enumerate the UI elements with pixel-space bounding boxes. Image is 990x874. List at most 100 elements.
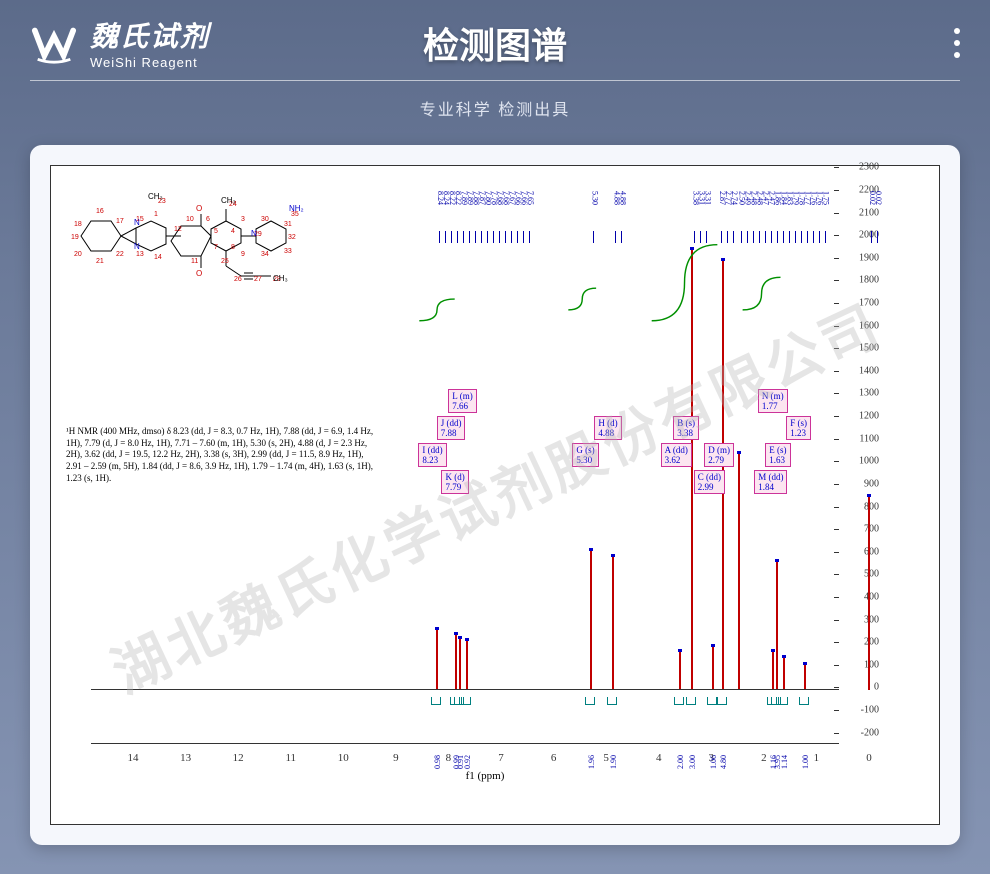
integral-bracket (717, 697, 727, 705)
x-tick: 6 (551, 752, 557, 764)
integral-bracket (585, 697, 595, 705)
nmr-peak (436, 630, 438, 690)
y-tick: 2100 (859, 207, 879, 218)
y-tick: 1600 (859, 320, 879, 331)
logo-en: WeiShi Reagent (90, 55, 210, 70)
y-tick: 800 (864, 501, 879, 512)
y-tick: 400 (864, 592, 879, 603)
integral-bracket (674, 697, 684, 705)
x-tick: 7 (498, 752, 504, 764)
integral-bracket (778, 697, 788, 705)
nmr-peak (455, 635, 457, 691)
nmr-peak (738, 454, 740, 690)
y-tick: 1100 (859, 433, 879, 444)
page-title: 检测图谱 (423, 17, 567, 69)
y-tick: 1900 (859, 252, 879, 263)
x-tick: 11 (285, 752, 296, 764)
nmr-peak (804, 665, 806, 691)
peak-label-box: A (dd)3.62 (661, 443, 692, 467)
integral-value: 1.00 (801, 755, 810, 769)
nmr-peak (776, 562, 778, 691)
y-tick: 1300 (859, 388, 879, 399)
x-axis-label: f1 (ppm) (466, 770, 505, 782)
subtitle: 专业科学 检测出具 (0, 81, 990, 135)
y-tick: 1400 (859, 365, 879, 376)
x-tick: 2 (761, 752, 767, 764)
peak-ppm-label: 4.88 (618, 191, 627, 205)
y-tick: 1000 (859, 456, 879, 467)
nmr-chart: 湖北魏氏化学试剂股份有限公司 (50, 165, 940, 825)
peak-ppm-label: 7.65 (526, 191, 535, 205)
peak-ppm-label: 1.75 (822, 191, 831, 205)
y-tick: 300 (864, 614, 879, 625)
y-tick: 1700 (859, 298, 879, 309)
menu-icon[interactable] (954, 28, 960, 58)
y-tick: 600 (864, 546, 879, 557)
logo-icon (30, 19, 78, 67)
integral-value: 1.96 (587, 755, 596, 769)
integral-value: 2.00 (676, 755, 685, 769)
x-tick: 0 (866, 752, 872, 764)
integral-bracket (461, 697, 471, 705)
header: 魏氏试剂 WeiShi Reagent 检测图谱 (0, 0, 990, 80)
peak-label-box: G (s)5.30 (572, 443, 598, 467)
peak-label-box: J (dd)7.88 (437, 416, 466, 440)
integral-bracket (607, 697, 617, 705)
peak-label-box: N (m)1.77 (758, 389, 788, 413)
svg-text:20: 20 (74, 251, 82, 258)
nmr-peak (712, 647, 714, 690)
y-tick: 700 (864, 524, 879, 535)
y-tick: -200 (861, 727, 879, 738)
integral-value: 1.06 (709, 755, 718, 769)
y-tick: 200 (864, 637, 879, 648)
plot-area: -200-10001002003004005006007008009001000… (91, 186, 879, 774)
integral-bracket (431, 697, 441, 705)
x-tick: 4 (656, 752, 662, 764)
integral-bracket (707, 697, 717, 705)
nmr-peak (466, 641, 468, 690)
y-tick: 1800 (859, 275, 879, 286)
logo-area: 魏氏试剂 WeiShi Reagent (30, 15, 210, 70)
nmr-peak (590, 551, 592, 691)
baseline (91, 689, 839, 690)
chart-frame: 湖北魏氏化学试剂股份有限公司 (30, 145, 960, 845)
y-tick: 900 (864, 478, 879, 489)
integral-value: 4.80 (719, 755, 728, 769)
peak-label-box: I (dd)8.23 (418, 443, 446, 467)
x-tick: 12 (233, 752, 244, 764)
x-tick: 13 (180, 752, 191, 764)
peak-ppm-label: 5.30 (590, 191, 599, 205)
y-tick: 2300 (859, 162, 879, 173)
logo-cn: 魏氏试剂 (90, 15, 210, 55)
y-tick: 100 (864, 659, 879, 670)
integral-value: 0.98 (433, 755, 442, 769)
logo-text: 魏氏试剂 WeiShi Reagent (90, 15, 210, 70)
peak-label-box: K (d)7.79 (441, 470, 468, 494)
nmr-peak (679, 652, 681, 691)
x-tick: 14 (128, 752, 139, 764)
integral-value: 1.90 (609, 755, 618, 769)
integral-value: 0.92 (463, 755, 472, 769)
nmr-peak (459, 639, 461, 691)
x-tick: 8 (446, 752, 452, 764)
y-tick: 1200 (859, 411, 879, 422)
x-tick: 10 (338, 752, 349, 764)
integral-bracket (686, 697, 696, 705)
y-tick: 1500 (859, 343, 879, 354)
peak-label-box: E (s)1.63 (765, 443, 790, 467)
y-axis: -200 -100 0 100 200 300 400 500 600 700 800 900 1000… (839, 186, 879, 774)
peak-label-box: C (dd)2.99 (694, 470, 725, 494)
peak-label-box: M (dd)1.84 (754, 470, 787, 494)
integral-value: 3.00 (688, 755, 697, 769)
y-tick: 0 (874, 682, 879, 693)
nmr-peak (868, 497, 870, 690)
y-tick: -100 (861, 705, 879, 716)
nmr-peak (772, 652, 774, 691)
nmr-peak (783, 658, 785, 690)
svg-text:18: 18 (74, 221, 82, 228)
y-tick: 500 (864, 569, 879, 580)
integral-bracket (799, 697, 809, 705)
x-tick: 9 (393, 752, 399, 764)
svg-text:19: 19 (71, 234, 79, 241)
peak-label-box: H (d)4.88 (594, 416, 621, 440)
